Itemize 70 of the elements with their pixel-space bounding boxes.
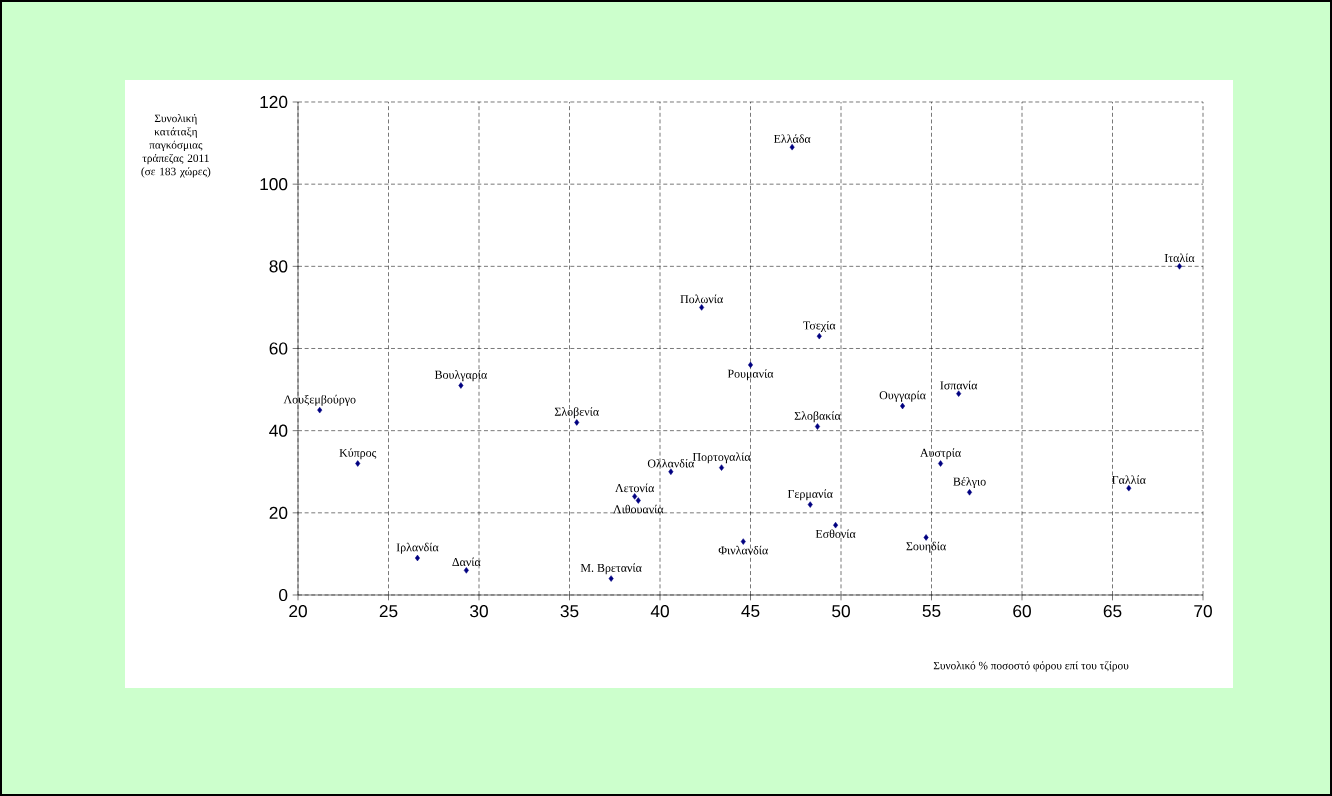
point	[816, 332, 822, 340]
x-tick-label: 65	[1103, 605, 1122, 618]
annotation: Δανία	[452, 557, 481, 567]
point	[967, 489, 972, 496]
x-tick-label: 35	[560, 605, 579, 618]
x-tick-label: 45	[741, 605, 760, 618]
point	[635, 497, 641, 504]
y-tick-label: 0	[279, 588, 288, 602]
y-tick-label: 60	[269, 342, 288, 355]
annotation: Σλοβακία	[794, 411, 841, 423]
annotation: Σλοβενία	[554, 407, 599, 419]
point	[699, 304, 705, 311]
annotation: Γερμανία	[787, 489, 833, 501]
x-tick-label: 25	[379, 605, 398, 618]
annotation: Τσεχία	[803, 320, 836, 332]
point	[807, 501, 813, 508]
point	[632, 493, 638, 500]
point	[789, 143, 795, 151]
point	[608, 575, 614, 582]
point	[923, 534, 929, 541]
point	[740, 538, 746, 545]
point	[938, 460, 944, 467]
annotation: Κύπρος	[339, 448, 377, 460]
annotation: Ιρλανδία	[396, 542, 439, 554]
point	[956, 390, 962, 397]
x-tick-label: 55	[922, 605, 941, 618]
point	[719, 464, 725, 471]
x-tick-label: 20	[289, 605, 307, 618]
annotation: Ισπανία	[940, 380, 978, 390]
x-tick-label: 30	[470, 605, 488, 618]
annotation: Βουλγαρία	[434, 370, 487, 382]
point	[833, 521, 839, 529]
annotation: Σουηδία	[906, 541, 946, 553]
y-tick-label: 40	[269, 424, 288, 437]
y-tick-label: 80	[269, 260, 288, 273]
annotation: Ολλανδία	[647, 458, 695, 468]
annotation: Πολωνία	[680, 294, 723, 304]
x-axis-title: Συνολικό % ποσοστό φόρου επί του τζίρου	[933, 661, 1129, 672]
annotation: Γαλλία	[1112, 475, 1146, 484]
point	[463, 567, 469, 574]
y-tick-label: 20	[269, 506, 288, 519]
y-tick-label: 100	[260, 178, 288, 191]
point	[458, 382, 464, 389]
point	[900, 402, 906, 410]
x-tick-label: 60	[1013, 605, 1031, 618]
annotation: Λουξεμβούργο	[283, 394, 356, 406]
point	[668, 468, 674, 475]
y-tick-label: 120	[260, 95, 288, 109]
y-axis-title: Συνολική κατάταξη παγκόσμιας τράπεζας 2011 (σε 183 χώρες)	[141, 114, 211, 178]
point	[574, 419, 580, 426]
annotation: Βέλγιο	[953, 477, 986, 489]
annotation: Λετονία	[615, 483, 655, 493]
annotation: Φινλανδία	[718, 545, 768, 555]
annotation: Εσθονία	[815, 529, 856, 538]
point	[1177, 263, 1182, 270]
point	[317, 406, 323, 414]
annotation: Ουγγαρία	[879, 390, 926, 402]
x-tick-label: 50	[832, 605, 850, 618]
point	[355, 460, 361, 467]
annotation: Ελλάδα	[773, 134, 811, 143]
point	[815, 423, 820, 430]
x-tick-label: 40	[650, 605, 669, 618]
annotation: Λιθουανία	[613, 504, 664, 514]
point	[1126, 484, 1132, 492]
annotation: Πορτογαλία	[692, 452, 751, 464]
annotation: Ρουμανία	[727, 369, 774, 381]
x-tick-label: 70	[1194, 605, 1212, 618]
annotation: Ιταλία	[1164, 253, 1195, 263]
annotation: Αυστρία	[920, 448, 961, 460]
annotation: Μ. Βρετανία	[580, 563, 642, 575]
